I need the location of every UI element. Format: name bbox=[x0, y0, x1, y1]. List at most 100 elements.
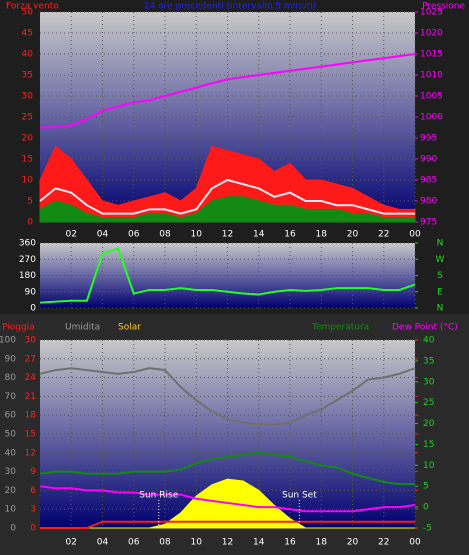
x-tick-label: 16 bbox=[284, 230, 296, 240]
annotation: Sun Rise bbox=[139, 491, 178, 501]
y-tick-label: 20 bbox=[22, 134, 34, 144]
legend-entry: Solar bbox=[118, 323, 141, 333]
y3-tick-label: 27 bbox=[25, 354, 36, 364]
y2-tick-label: 1015 bbox=[420, 50, 443, 60]
y-tick-label: 90 bbox=[25, 287, 37, 297]
y-tick-label: 35 bbox=[22, 71, 33, 81]
y-tick-label: 20 bbox=[5, 486, 17, 496]
y3-tick-label: 21 bbox=[25, 392, 36, 402]
x-tick-label: 20 bbox=[347, 538, 359, 548]
y2-tick-label: 35 bbox=[423, 356, 434, 366]
y-tick-label: 30 bbox=[5, 467, 17, 477]
y2-tick-label: 30 bbox=[423, 377, 435, 387]
chart-title: 24 ore precedenti (intervallo 5 minuti) bbox=[144, 2, 316, 12]
x-tick-label: 18 bbox=[316, 230, 328, 240]
x-tick-label: 06 bbox=[128, 230, 140, 240]
y-tick-label: 100 bbox=[0, 336, 16, 346]
x-tick-label: 22 bbox=[378, 230, 389, 240]
line bbox=[39, 247, 416, 304]
x-tick-label: 04 bbox=[97, 538, 109, 548]
y-tick-label: 5 bbox=[27, 197, 33, 207]
y-tick-label: 40 bbox=[22, 50, 34, 60]
y-tick-label: 360 bbox=[19, 239, 36, 249]
y3-tick-label: 18 bbox=[25, 411, 37, 421]
y-tick-label: 50 bbox=[22, 8, 34, 18]
x-tick-label: 00 bbox=[409, 538, 421, 548]
x-tick-label: 14 bbox=[253, 230, 265, 240]
x-tick-label: 12 bbox=[222, 538, 233, 548]
y2-tick-label: 0 bbox=[423, 503, 429, 513]
y-tick-label: 0 bbox=[30, 304, 36, 314]
line bbox=[40, 520, 415, 529]
y-tick-label: 15 bbox=[22, 155, 33, 165]
line bbox=[39, 485, 416, 513]
line bbox=[39, 178, 415, 215]
y-tick-label: 10 bbox=[22, 176, 34, 186]
y2-tick-label: 980 bbox=[420, 197, 437, 207]
y2-tick-label: 15 bbox=[423, 440, 434, 450]
x-tick-label: 20 bbox=[347, 230, 359, 240]
y3-tick-label: 9 bbox=[30, 467, 36, 477]
y2-tick-label: -5 bbox=[423, 524, 432, 534]
y3-tick-label: 15 bbox=[25, 430, 36, 440]
y2-tick-label: N bbox=[437, 239, 444, 249]
y-tick-label: 45 bbox=[22, 29, 33, 39]
y3-tick-label: 3 bbox=[30, 505, 36, 515]
annotation: Sun Set bbox=[282, 491, 317, 501]
x-tick-label: 00 bbox=[409, 230, 421, 240]
legend-entry: Pioggia bbox=[2, 323, 35, 333]
x-tick-label: 02 bbox=[66, 230, 77, 240]
legend-entry: Umidita bbox=[65, 323, 100, 333]
x-tick-label: 04 bbox=[97, 230, 109, 240]
y-tick-label: 40 bbox=[5, 448, 17, 458]
y-tick-label: 270 bbox=[19, 255, 36, 265]
y-tick-label: 25 bbox=[22, 113, 33, 123]
y-tick-label: 50 bbox=[5, 430, 17, 440]
y-tick-label: 60 bbox=[5, 411, 17, 421]
y3-tick-label: 24 bbox=[25, 373, 37, 383]
y2-axis-label: Pressione bbox=[422, 2, 465, 12]
y2-tick-label: 10 bbox=[423, 461, 435, 471]
line bbox=[39, 451, 415, 486]
line bbox=[39, 53, 416, 129]
y2-tick-label: 1020 bbox=[420, 29, 443, 39]
y3-tick-label: 0 bbox=[30, 524, 36, 534]
y2-tick-label: 1010 bbox=[420, 71, 443, 81]
y-tick-label: 180 bbox=[19, 271, 36, 281]
y2-tick-label: W bbox=[436, 255, 445, 265]
y-tick-label: 70 bbox=[5, 392, 17, 402]
y2-tick-label: 975 bbox=[420, 218, 437, 228]
y-tick-label: 90 bbox=[5, 354, 17, 364]
y-tick-label: 10 bbox=[5, 505, 17, 515]
y2-tick-label: N bbox=[437, 304, 444, 314]
y2-tick-label: 25 bbox=[423, 398, 434, 408]
x-tick-label: 12 bbox=[222, 230, 233, 240]
x-tick-label: 22 bbox=[378, 538, 389, 548]
y2-tick-label: E bbox=[437, 287, 443, 297]
x-tick-label: 02 bbox=[66, 538, 77, 548]
x-tick-label: 18 bbox=[316, 538, 328, 548]
area bbox=[39, 196, 416, 223]
legend-entry: Dew Point (°C) bbox=[392, 323, 458, 333]
x-tick-label: 06 bbox=[128, 538, 140, 548]
x-tick-label: 08 bbox=[159, 538, 171, 548]
y-tick-label: 30 bbox=[22, 92, 34, 102]
y3-tick-label: 30 bbox=[25, 336, 37, 346]
y3-tick-label: 12 bbox=[25, 448, 36, 458]
line bbox=[39, 367, 416, 426]
x-tick-label: 10 bbox=[191, 538, 203, 548]
y-axis-label: Forza vento bbox=[6, 2, 59, 12]
x-tick-label: 14 bbox=[253, 538, 265, 548]
y2-tick-label: S bbox=[437, 271, 443, 281]
y2-tick-label: 20 bbox=[423, 419, 435, 429]
x-tick-label: 08 bbox=[159, 230, 171, 240]
x-tick-label: 16 bbox=[284, 538, 296, 548]
y3-tick-label: 6 bbox=[30, 486, 36, 496]
y-tick-label: 80 bbox=[5, 373, 17, 383]
y2-tick-label: 5 bbox=[423, 482, 429, 492]
y2-tick-label: 985 bbox=[420, 176, 437, 186]
y2-tick-label: 1000 bbox=[420, 113, 443, 123]
y2-tick-label: 995 bbox=[420, 134, 437, 144]
